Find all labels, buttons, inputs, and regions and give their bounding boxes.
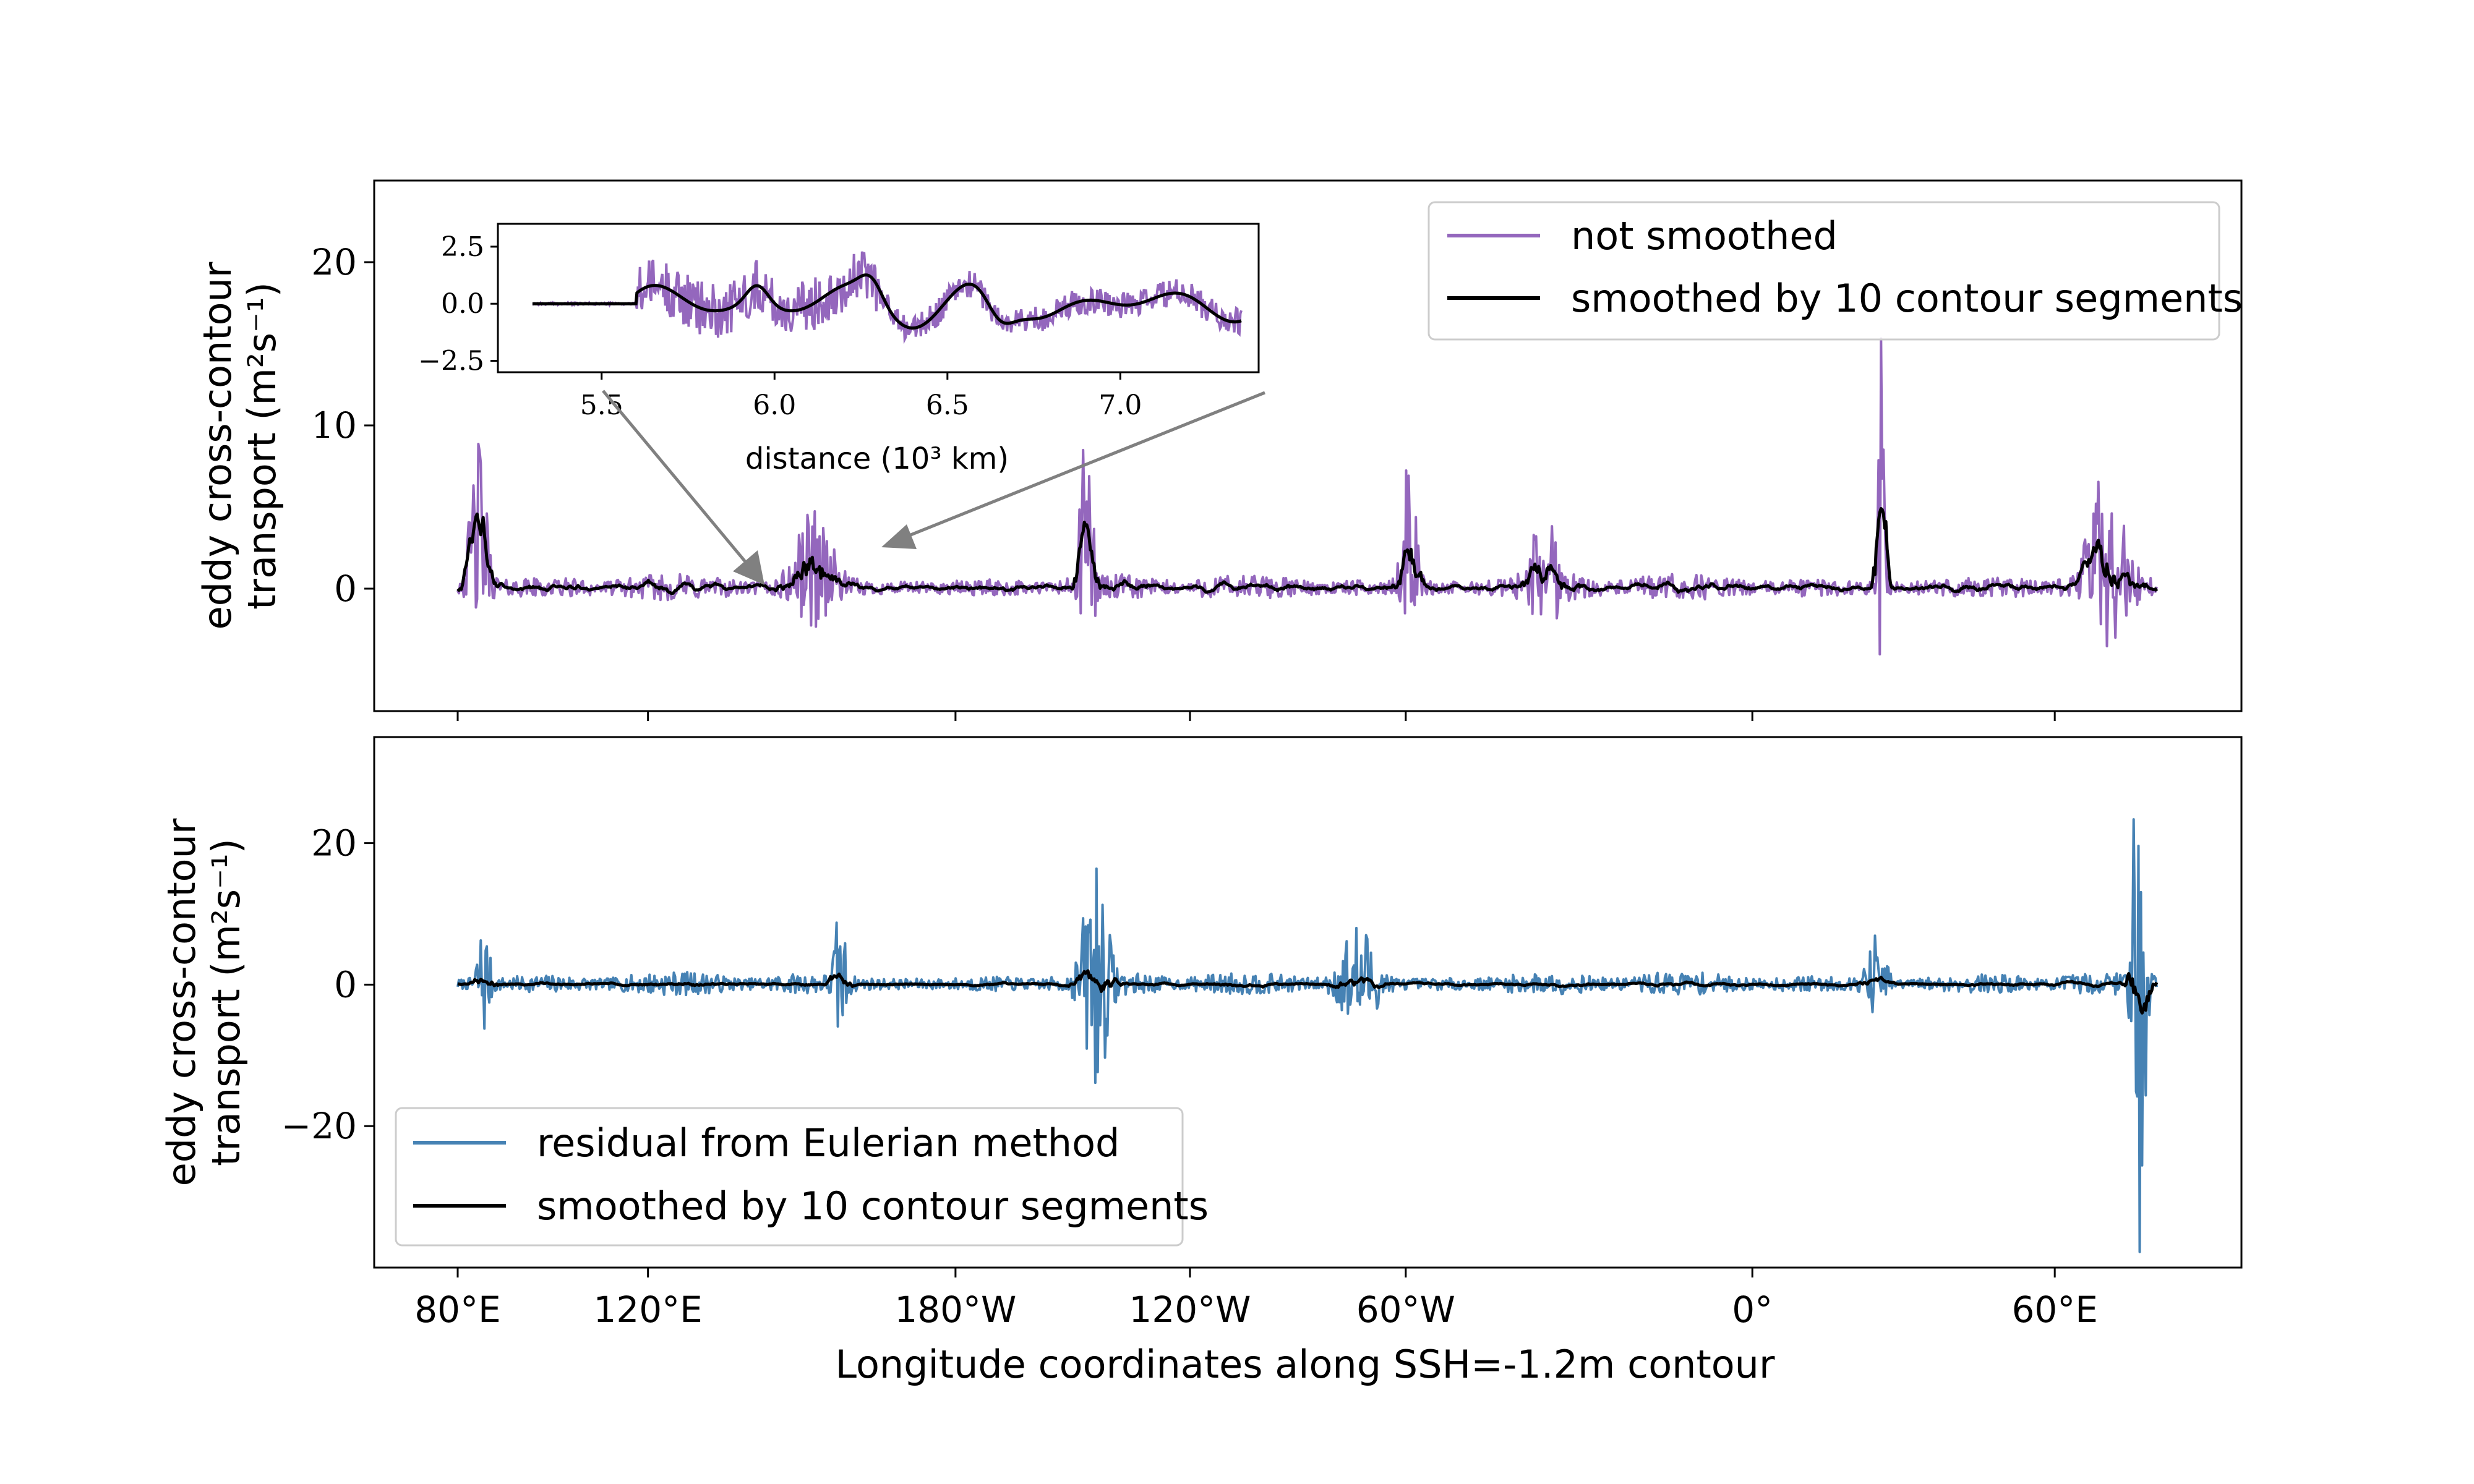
x-tick-label-1: 120°E (593, 1289, 702, 1331)
bottom-ytick-label-0: 20 (311, 822, 357, 864)
x-tick-label-0: 80°E (414, 1289, 500, 1331)
x-tick-label-3: 120°W (1129, 1289, 1251, 1331)
inset-ytick-label-0: 2.5 (441, 231, 484, 263)
inset-series-smoothed (532, 273, 1242, 330)
zoom-arrow-left-shaft (602, 390, 748, 565)
top-legend-label-not-smoothed: not smoothed (1571, 213, 1838, 258)
bottom-ytick-label-1: 0 (334, 963, 357, 1005)
inset-ytick-label-1: 0.0 (441, 288, 484, 320)
bottom-legend-label-residual: residual from Eulerian method (537, 1120, 1119, 1166)
zoom-arrow-right-shaft (902, 391, 1265, 540)
inset-xlabel: distance (10³ km) (745, 441, 1009, 476)
bottom-series-group (456, 818, 2159, 1253)
top-yticks: 20 10 0 (311, 241, 374, 610)
top-xticks (456, 711, 2056, 721)
inset-background (498, 224, 1259, 372)
bottom-ylabel-line2: transport (m²s⁻¹) (203, 838, 249, 1166)
top-ytick-label-2: 0 (334, 568, 357, 610)
inset-series-not-smoothed (532, 251, 1243, 344)
top-series-group (456, 337, 2159, 656)
inset-frame (497, 223, 1260, 373)
bottom-series-smoothed (457, 969, 2159, 1015)
top-ytick-label-0: 20 (311, 241, 357, 283)
zoom-arrow-left-head (733, 550, 764, 585)
x-tick-label-6: 60°E (2011, 1289, 2097, 1331)
bottom-panel: 20 0 −20 eddy cross-contour transport (m²s… (159, 736, 2243, 1277)
x-tick-label-5: 0° (1732, 1289, 1773, 1331)
inset-xtick-label-3: 7.0 (1098, 390, 1142, 421)
inset-xtick-label-2: 6.5 (926, 390, 969, 421)
top-series-smoothed (456, 507, 2159, 595)
inset-xtick-label-1: 6.0 (753, 390, 796, 421)
top-series-not-smoothed (456, 337, 2158, 656)
zoom-arrows (602, 390, 1265, 585)
top-ytick-label-1: 10 (311, 404, 357, 446)
bottom-yticks: 20 0 −20 (281, 822, 374, 1147)
top-ylabel-line1: eddy cross-contour (195, 262, 240, 629)
bottom-ytick-label-2: −20 (281, 1105, 357, 1147)
bottom-legend-label-smoothed: smoothed by 10 contour segments (537, 1183, 1209, 1229)
inset: 2.50.0−2.5 5.5 6.0 6.5 7.0 distance (10³ km… (418, 223, 1260, 476)
top-panel: 20 10 0 eddy cross-contour transport (m²s⁻… (195, 179, 2243, 721)
top-panel-frame (373, 179, 2243, 712)
bottom-ylabel-line1: eddy cross-contour (159, 818, 204, 1186)
inset-ytick-label-2: −2.5 (418, 346, 484, 377)
top-ylabel-line2: transport (m²s⁻¹) (239, 282, 285, 610)
inset-series-group (532, 251, 1243, 344)
bottom-xticks (456, 1268, 2056, 1277)
inset-xticks: 5.5 6.0 6.5 7.0 (580, 372, 1142, 421)
zoom-arrow-right-head (881, 524, 917, 549)
x-tick-labels: 80°E 120°E 180°W 120°W 60°W 0° 60°E (414, 1289, 2098, 1331)
bottom-panel-frame (373, 736, 2243, 1269)
x-tick-label-4: 60°W (1356, 1289, 1455, 1331)
inset-yticks: 2.5 0.0 −2.5 (418, 231, 498, 377)
top-legend-label-smoothed: smoothed by 10 contour segments (1571, 276, 2243, 321)
top-legend: not smoothed smoothed by 10 contour segm… (1427, 201, 2243, 341)
bottom-legend: residual from Eulerian method smoothed b… (395, 1107, 1209, 1247)
top-legend-box (1427, 201, 2220, 341)
x-tick-label-2: 180°W (894, 1289, 1016, 1331)
x-axis-label: Longitude coordinates along SSH=-1.2m co… (836, 1342, 1775, 1387)
bottom-legend-box (395, 1107, 1184, 1247)
